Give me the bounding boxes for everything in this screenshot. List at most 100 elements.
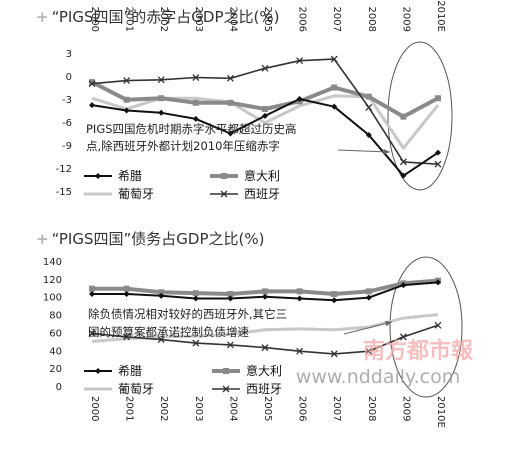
x-tick-label: 2001 xyxy=(124,396,135,421)
data-point xyxy=(158,95,165,102)
y-tick-label: -9 xyxy=(62,141,72,152)
x-tick-label: 2001 xyxy=(124,7,135,32)
legend-label: 西班牙 xyxy=(246,382,282,396)
data-point xyxy=(331,84,338,91)
data-point xyxy=(434,321,442,329)
data-point xyxy=(192,74,200,81)
x-tick-label: 2002 xyxy=(158,7,169,32)
data-point xyxy=(262,112,268,119)
data-point xyxy=(296,347,304,355)
data-point xyxy=(365,93,372,100)
data-point xyxy=(365,103,373,111)
data-point xyxy=(399,158,407,166)
data-point xyxy=(227,295,234,302)
y-tick-label: -6 xyxy=(62,118,72,129)
annotation-text: 除负债情况相对较好的西班牙外,其它三 xyxy=(88,307,287,321)
y-tick-label: 100 xyxy=(43,293,62,304)
x-tick-label: 2008 xyxy=(366,396,377,421)
data-point xyxy=(123,333,131,341)
data-point xyxy=(331,103,338,110)
data-point xyxy=(399,333,407,341)
data-point xyxy=(296,295,303,302)
data-point xyxy=(89,291,95,298)
x-tick-label: 2005 xyxy=(262,7,273,32)
legend-label: 希腊 xyxy=(118,363,142,378)
chart2-title: + “PIGS四国”债务占GDP之比(%) xyxy=(36,228,264,249)
y-tick-label: -12 xyxy=(56,164,72,175)
annotation-arrow xyxy=(343,321,393,335)
legend-marker xyxy=(95,368,101,374)
data-point xyxy=(192,115,199,122)
x-tick-label: 2009 xyxy=(400,396,411,421)
data-point xyxy=(157,336,165,344)
chart2-plot: 140 120 100 80 60 40 20 0 2000 2001 2002 2003 2004 20… xyxy=(43,256,463,428)
plus-icon: + xyxy=(36,8,49,26)
data-point xyxy=(88,80,96,88)
data-point xyxy=(89,285,95,292)
data-point xyxy=(123,107,130,114)
data-point xyxy=(400,113,407,120)
data-point xyxy=(227,130,234,137)
legend-marker xyxy=(222,385,230,393)
data-point xyxy=(157,76,165,84)
data-point xyxy=(435,149,441,156)
data-point xyxy=(192,290,199,297)
data-point xyxy=(435,279,441,286)
data-point xyxy=(227,99,234,106)
data-point xyxy=(261,64,269,72)
data-point xyxy=(331,291,338,298)
legend-label: 意大利 xyxy=(244,168,280,183)
data-point xyxy=(123,291,130,298)
data-point xyxy=(89,79,95,86)
data-point xyxy=(123,77,131,85)
highlight-ellipse xyxy=(389,256,463,398)
legend-marker xyxy=(95,173,101,179)
data-point xyxy=(435,95,441,102)
legend-label: 意大利 xyxy=(246,363,282,378)
x-tick-label: 2008 xyxy=(366,7,377,32)
watermark-url: www.nddaily.com xyxy=(296,366,460,388)
data-point xyxy=(88,329,96,337)
chart2-title-text: “PIGS四国”债务占GDP之比(%) xyxy=(51,230,265,248)
data-point xyxy=(226,341,234,349)
x-tick-label: 2007 xyxy=(331,7,342,32)
data-point xyxy=(192,295,199,302)
x-tick-label: 2009 xyxy=(400,7,411,32)
data-point xyxy=(192,339,200,347)
legend-marker xyxy=(221,173,227,179)
x-tick-label: 2005 xyxy=(262,396,273,421)
x-tick-label: 2003 xyxy=(193,7,204,32)
data-point xyxy=(261,344,269,352)
annotation-text: 点,除西班牙外都计划2010年压缩赤字 xyxy=(86,139,280,153)
data-point xyxy=(262,288,268,295)
legend-label: 西班牙 xyxy=(244,187,280,201)
x-tick-label: 2007 xyxy=(331,396,342,421)
data-point xyxy=(192,99,199,106)
legend-label: 希腊 xyxy=(118,168,142,183)
x-tick-label: 2000 xyxy=(89,396,100,421)
data-point xyxy=(400,172,407,179)
annotation-arrow xyxy=(337,149,391,153)
x-tick-label: 2006 xyxy=(297,396,308,421)
chart1-title: + “PIGS四国”的赤字占GDP之比(%) xyxy=(36,6,279,27)
data-point xyxy=(262,293,268,300)
series-line-3 xyxy=(91,94,440,150)
annotation-text: 国的预算案都承诺控制负债增速 xyxy=(88,325,249,339)
x-tick-label: 2006 xyxy=(297,7,308,32)
data-point xyxy=(434,160,442,168)
data-point xyxy=(365,294,372,301)
data-point xyxy=(365,288,372,295)
y-tick-label: 40 xyxy=(49,346,62,357)
y-tick-label: 0 xyxy=(66,72,72,83)
data-point xyxy=(262,105,268,112)
series-line-3 xyxy=(91,313,439,343)
data-point xyxy=(400,282,407,289)
data-point xyxy=(296,96,303,102)
x-tick-label: 2002 xyxy=(158,396,169,421)
x-tick-label: 2000 xyxy=(89,7,100,32)
data-point xyxy=(123,285,130,292)
y-tick-label: 3 xyxy=(66,49,72,60)
legend-marker xyxy=(220,190,228,198)
data-point xyxy=(89,102,95,109)
